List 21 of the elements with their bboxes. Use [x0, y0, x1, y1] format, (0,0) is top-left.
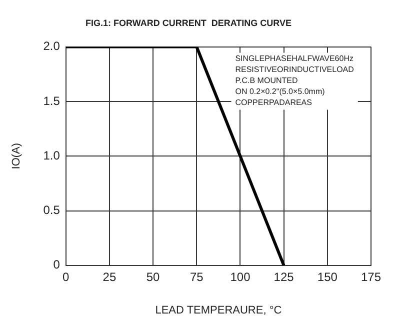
annotation: P.C.B MOUNTED — [235, 76, 298, 86]
x-tick-label: 125 — [274, 270, 294, 284]
y-tick-label: 1.5 — [43, 94, 60, 108]
x-tick-label: 175 — [360, 270, 382, 284]
x-tick-label: 25 — [102, 270, 116, 284]
y-axis-title: IO(A) — [10, 142, 23, 170]
x-axis-title: LEAD TEMPERAURE, °C — [155, 304, 282, 316]
annotation: RESISTIVEORINDUCTIVELOAD — [235, 65, 354, 74]
x-tick-label: 100 — [230, 270, 251, 284]
annotation: ON 0.2×0.2"(5.0×5.0mm) — [235, 87, 326, 96]
y-tick-label: 0 — [53, 258, 60, 272]
x-tick-label: 0 — [62, 270, 70, 284]
y-tick-label: 0.5 — [43, 203, 60, 218]
x-tick-label: 75 — [190, 270, 204, 284]
x-tick-label: 150 — [317, 270, 338, 284]
annotation: SINGLEPHASEHALFWAVE60Hz — [235, 54, 354, 64]
x-tick-label: 50 — [146, 270, 160, 284]
y-tick-label: 1.0 — [43, 148, 60, 162]
chart-title: FIG.1: FORWARD CURRENT DERATING CURVE — [85, 18, 292, 28]
annotation: COPPERPADAREAS — [235, 98, 312, 108]
y-tick-label: 2.0 — [43, 39, 60, 54]
